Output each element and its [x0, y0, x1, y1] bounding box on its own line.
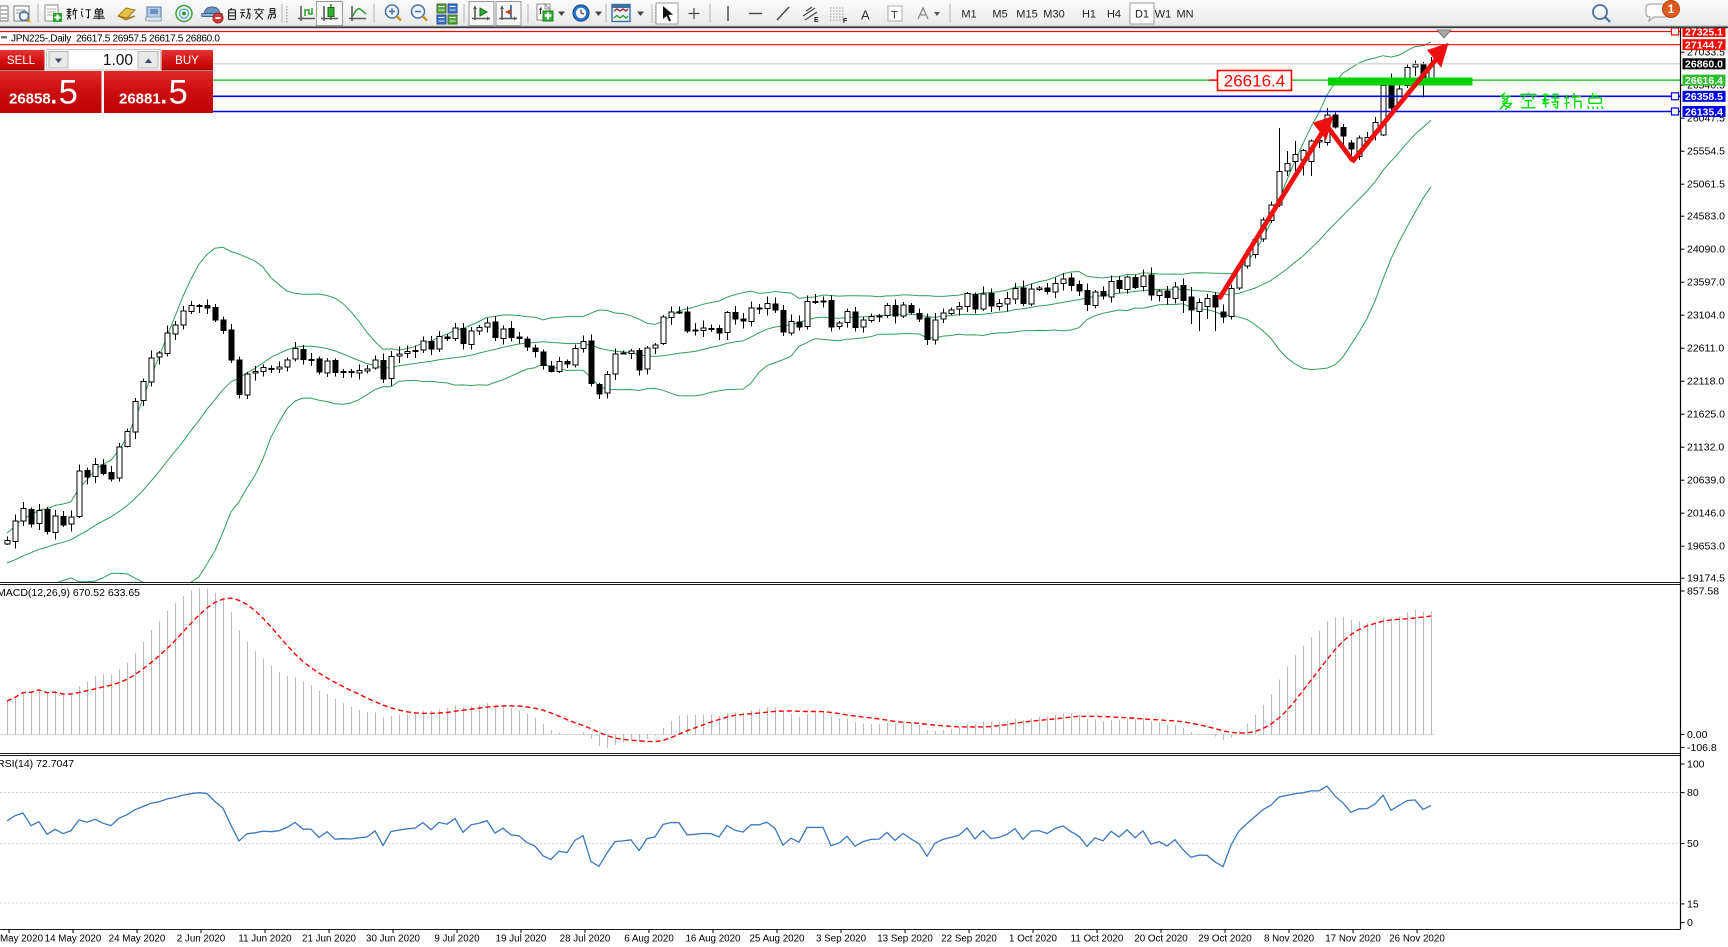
- svg-text:May 2020: May 2020: [0, 934, 44, 945]
- svg-text:9 Jul 2020: 9 Jul 2020: [434, 934, 480, 945]
- svg-text:MN: MN: [1176, 9, 1193, 21]
- svg-text:21132.0: 21132.0: [1687, 442, 1724, 454]
- svg-text:BUY: BUY: [175, 55, 199, 67]
- svg-text:30 Jun 2020: 30 Jun 2020: [366, 934, 420, 945]
- svg-text:M15: M15: [1016, 9, 1037, 21]
- svg-text:20146.0: 20146.0: [1687, 508, 1725, 520]
- svg-text:f: f: [539, 6, 543, 16]
- svg-text:14 May 2020: 14 May 2020: [45, 934, 102, 945]
- svg-text:21 Jun 2020: 21 Jun 2020: [302, 934, 356, 945]
- svg-text:24 May 2020: 24 May 2020: [109, 934, 166, 945]
- svg-text:22611.0: 22611.0: [1687, 343, 1724, 355]
- svg-text:.5: .5: [159, 74, 188, 112]
- svg-text:W1: W1: [1155, 9, 1172, 21]
- svg-text:.5: .5: [49, 74, 78, 112]
- svg-text:25061.5: 25061.5: [1687, 179, 1725, 191]
- svg-text:11 Jun 2020: 11 Jun 2020: [238, 934, 292, 945]
- svg-text:JPN225-,Daily 26617.5 26957.5: JPN225-,Daily 26617.5 26957.5 26617.5 26…: [11, 34, 220, 45]
- svg-text:M5: M5: [992, 9, 1007, 21]
- svg-text:20639.0: 20639.0: [1687, 475, 1725, 487]
- svg-text:26135.4: 26135.4: [1685, 106, 1723, 118]
- svg-text:26358.5: 26358.5: [1685, 91, 1723, 103]
- svg-text:H1: H1: [1082, 9, 1096, 21]
- svg-text:25 Aug 2020: 25 Aug 2020: [749, 934, 805, 945]
- svg-text:857.58: 857.58: [1687, 586, 1719, 598]
- svg-text:0.00: 0.00: [1687, 729, 1708, 741]
- svg-text:26616.4: 26616.4: [1685, 75, 1723, 87]
- svg-text:SELL: SELL: [7, 55, 36, 67]
- svg-text:50: 50: [1687, 838, 1699, 850]
- svg-text:19 Jul 2020: 19 Jul 2020: [496, 934, 547, 945]
- svg-text:F: F: [843, 18, 848, 25]
- svg-text:27144.7: 27144.7: [1685, 40, 1723, 52]
- svg-text:MACD(12,26,9) 670.52 633.65: MACD(12,26,9) 670.52 633.65: [0, 587, 140, 599]
- svg-text:D1: D1: [1135, 9, 1149, 21]
- svg-text:17 Nov 2020: 17 Nov 2020: [1325, 934, 1381, 945]
- svg-text:24090.0: 24090.0: [1687, 244, 1725, 256]
- svg-text:29 Oct 2020: 29 Oct 2020: [1198, 934, 1252, 945]
- svg-text:E: E: [814, 17, 819, 24]
- svg-text:22 Sep 2020: 22 Sep 2020: [941, 934, 997, 945]
- svg-text:24583.0: 24583.0: [1687, 211, 1725, 223]
- svg-text:26 Nov 2020: 26 Nov 2020: [1389, 934, 1445, 945]
- svg-text:26881: 26881: [119, 91, 161, 108]
- svg-text:1 Oct 2020: 1 Oct 2020: [1009, 934, 1057, 945]
- svg-text:23597.0: 23597.0: [1687, 277, 1725, 289]
- svg-text:1.00: 1.00: [103, 52, 134, 69]
- svg-text:27325.1: 27325.1: [1685, 26, 1723, 38]
- svg-text:0: 0: [1687, 917, 1693, 929]
- svg-text:M1: M1: [961, 9, 976, 21]
- svg-text:26616.4: 26616.4: [1224, 72, 1285, 91]
- svg-text:6 Aug 2020: 6 Aug 2020: [624, 934, 674, 945]
- svg-text:1: 1: [1668, 2, 1675, 16]
- svg-text:26860.0: 26860.0: [1685, 59, 1723, 71]
- svg-text:23104.0: 23104.0: [1687, 310, 1725, 322]
- svg-text:T: T: [891, 10, 898, 22]
- svg-text:19174.5: 19174.5: [1687, 573, 1725, 585]
- svg-text:M30: M30: [1043, 9, 1064, 21]
- svg-text:22118.0: 22118.0: [1687, 376, 1724, 388]
- svg-text:RSI(14) 72.7047: RSI(14) 72.7047: [0, 758, 74, 770]
- svg-text:26858: 26858: [9, 91, 51, 108]
- svg-text:21625.0: 21625.0: [1687, 409, 1725, 421]
- svg-text:-106.8: -106.8: [1687, 742, 1717, 754]
- svg-text:H4: H4: [1107, 9, 1121, 21]
- svg-text:3 Sep 2020: 3 Sep 2020: [816, 934, 867, 945]
- svg-text:28 Jul 2020: 28 Jul 2020: [560, 934, 611, 945]
- svg-text:100: 100: [1687, 759, 1705, 771]
- svg-text:11 Oct 2020: 11 Oct 2020: [1071, 934, 1124, 945]
- svg-text:25554.5: 25554.5: [1687, 146, 1725, 158]
- svg-text:16 Aug 2020: 16 Aug 2020: [685, 934, 741, 945]
- svg-text:8 Nov 2020: 8 Nov 2020: [1264, 934, 1315, 945]
- svg-text:15: 15: [1687, 898, 1699, 910]
- svg-text:80: 80: [1687, 787, 1699, 799]
- svg-text:A: A: [861, 8, 870, 23]
- svg-text:2 Jun 2020: 2 Jun 2020: [177, 934, 226, 945]
- svg-text:19653.0: 19653.0: [1687, 541, 1725, 553]
- svg-text:20 Oct 2020: 20 Oct 2020: [1134, 934, 1188, 945]
- svg-text:13 Sep 2020: 13 Sep 2020: [877, 934, 933, 945]
